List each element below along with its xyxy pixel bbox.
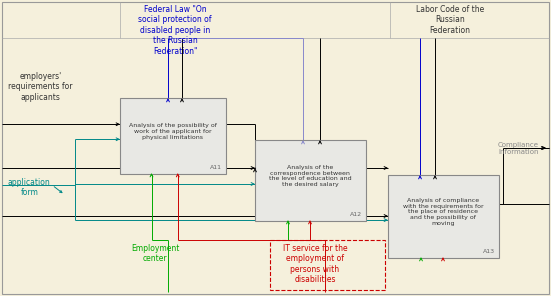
Bar [270,240,385,290]
Text: IT service for the
employment of
persons with
disabilities: IT service for the employment of persons… [283,244,347,284]
Text: Compliance
Information: Compliance Information [498,141,539,155]
Text: A12: A12 [350,212,362,217]
Text: Analysis of compliance
with the requirements for
the place of residence
and the : Analysis of compliance with the requirem… [403,198,483,226]
FancyBboxPatch shape [120,97,225,173]
Text: Employment
center: Employment center [131,244,179,263]
Text: A11: A11 [210,165,222,170]
Text: Analysis of the possibility of
work of the applicant for
physical limitations: Analysis of the possibility of work of t… [128,123,217,140]
Text: application
form: application form [8,178,51,197]
Text: Analysis of the
correspondence between
the level of education and
the desired sa: Analysis of the correspondence between t… [269,165,352,187]
FancyBboxPatch shape [255,139,365,221]
Text: Federal Law "On
social protection of
disabled people in
the Russian
Federation": Federal Law "On social protection of dis… [138,5,212,56]
Text: Labor Code of the
Russian
Federation: Labor Code of the Russian Federation [416,5,484,35]
Text: A13: A13 [483,249,495,254]
Text: employers'
requirements for
applicants: employers' requirements for applicants [8,72,73,102]
FancyBboxPatch shape [387,175,499,258]
